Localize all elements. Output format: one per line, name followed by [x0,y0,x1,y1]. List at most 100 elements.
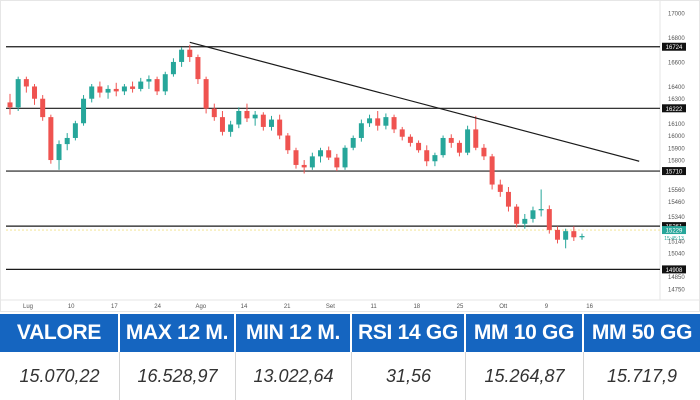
price-chart: 17000 16800 16600 16400 16300 16100 16000 15900… [0,0,700,312]
candle-body [448,137,454,143]
stats-value-min: 13.022,64 [236,352,352,400]
y-tick-label: 16600 [668,60,685,66]
candle-body [407,136,413,143]
stats-value-max: 16.528,97 [120,352,236,400]
candle-body [179,49,185,62]
candle-body [7,102,13,108]
candle-body [121,86,127,92]
x-tick-label: 10 [68,304,75,310]
candle-body [489,156,495,185]
x-tick-label: 21 [284,304,291,310]
stats-header-rsi: RSI 14 GG [352,314,466,352]
x-tick-label: 14 [241,304,248,310]
candle-body [244,110,250,119]
stats-value-valore: 15.070,22 [0,352,120,400]
candle-body [72,123,78,138]
candle-body [81,98,87,124]
x-tick-label: Lug [23,304,33,310]
candle-body [32,86,38,99]
candle-body [228,124,234,132]
candle-body [268,119,274,127]
candle-body [23,79,29,87]
candle-body [424,150,430,162]
y-tick-label: 15800 [668,159,685,165]
y-tick-label: 14750 [668,287,685,293]
x-tick-label: 9 [545,304,549,310]
candle-body [399,129,405,137]
y-tick-label: 15340 [668,215,685,221]
candle-body [293,150,299,165]
candle-body [546,209,552,230]
candle-body [367,118,373,124]
candle-body [162,74,168,92]
candle-body [416,142,422,151]
candle-body [440,137,446,156]
x-tick-label: 25 [457,304,464,310]
stats-table: VALORE MAX 12 M. MIN 12 M. RSI 14 GG MM … [0,314,700,400]
reference-line-label: 16724 [666,45,683,51]
candle-body [563,231,569,240]
stats-header-row: VALORE MAX 12 M. MIN 12 M. RSI 14 GG MM … [0,314,700,352]
stats-header-mm10: MM 10 GG [466,314,584,352]
y-tick-label: 15140 [668,239,685,245]
reference-line-tag [662,167,686,176]
reference-line-tag [662,104,686,113]
candle-body [187,49,193,58]
candle-body [277,119,283,136]
candle-body [130,86,136,89]
x-tick-label: 17 [111,304,118,310]
y-tick-label: 16000 [668,134,685,140]
reference-line-tag [662,265,686,274]
candle-body [571,231,577,238]
candle-body [391,117,397,130]
candle-body [358,123,364,138]
y-tick-label: 15900 [668,146,685,152]
candle-body [375,118,381,126]
y-tick-label: 14850 [668,275,685,281]
candle-body [350,137,356,148]
candle-body [260,114,266,127]
candle-body [105,88,111,93]
candle-body [89,86,95,99]
candle-body [203,79,209,109]
candle-body [522,218,528,224]
x-tick-label: 16 [586,304,593,310]
candle-body [554,229,560,240]
candle-body [56,144,62,161]
candle-body [48,117,54,161]
y-tick-label: 15560 [668,188,685,194]
candle-body [342,147,348,168]
candle-body [154,79,160,92]
candle-body [138,81,144,89]
candle-body [481,147,487,157]
current-price-tag [662,226,686,235]
stats-value-mm10: 15.264,87 [466,352,584,400]
candle-body [15,79,21,108]
candle-body [195,57,201,80]
current-price-label: 15229 [666,229,683,235]
candle-body [538,209,544,211]
reference-line-tag [662,42,686,51]
candle-body [497,184,503,192]
y-tick-label: 15040 [668,252,685,258]
y-tick-label: 16400 [668,85,685,91]
reference-line-label: 14908 [666,268,683,274]
x-tick-label: 11 [370,304,377,310]
candle-body [301,164,307,168]
candle-body [383,117,389,126]
candle-body [113,88,119,92]
candle-body [309,156,315,168]
stats-value-rsi: 31,56 [352,352,466,400]
current-price-time: 15:45:13 [664,236,684,242]
candle-body [432,155,438,162]
y-tick-label: 16800 [668,36,685,42]
x-tick-label: Set [326,304,335,310]
candle-body [97,86,103,93]
y-tick-label: 16300 [668,97,685,103]
candle-body [170,61,176,75]
candle-body [285,135,291,151]
x-tick-label: 24 [154,304,161,310]
x-tick-label: 18 [413,304,420,310]
x-tick-label: Ott [499,304,507,310]
candle-body [456,142,462,153]
